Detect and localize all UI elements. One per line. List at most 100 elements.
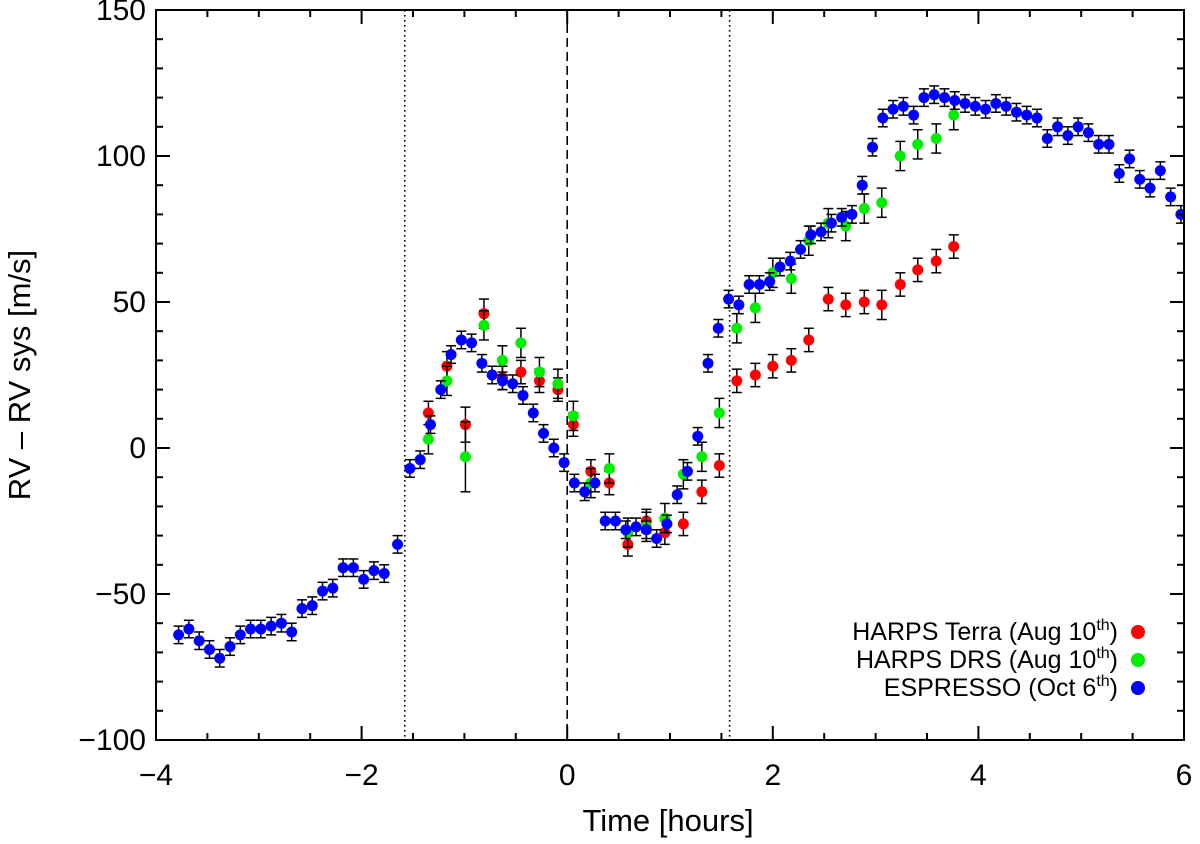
data-point (713, 460, 725, 472)
data-point (803, 334, 815, 346)
data-point (743, 278, 755, 290)
data-point (836, 211, 848, 223)
data-point (876, 197, 888, 209)
data-point (1093, 138, 1105, 150)
axis-ticks: −4 −2 0 2 4 6 −100 −50 0 50 100 150 (78, 0, 1192, 792)
data-point (696, 486, 708, 498)
data-point (234, 629, 246, 641)
x-tick-label: 6 (1176, 759, 1193, 792)
x-tick-label: 4 (970, 759, 987, 792)
data-point (753, 278, 765, 290)
data-point (822, 293, 834, 305)
data-point (785, 354, 797, 366)
data-point (928, 89, 940, 101)
data-point (1072, 121, 1084, 133)
data-point (255, 623, 267, 635)
x-tick-label: −4 (139, 759, 173, 792)
data-point (1144, 182, 1156, 194)
data-point (846, 208, 858, 220)
y-tick-label: 50 (113, 286, 146, 319)
data-point (948, 241, 960, 253)
data-point (392, 538, 404, 550)
data-point (358, 573, 370, 585)
data-point (858, 203, 870, 215)
data-point (317, 585, 329, 597)
data-point (424, 419, 436, 431)
data-point (876, 299, 888, 311)
data-point (894, 150, 906, 162)
data-point (712, 322, 724, 334)
data-point (286, 626, 298, 638)
data-point (1113, 168, 1125, 180)
data-point (517, 389, 529, 401)
data-point (1052, 121, 1064, 133)
data-point (507, 378, 519, 390)
data-point (785, 273, 797, 285)
data-point (959, 97, 971, 109)
legend: HARPS Terra (Aug 10th)HARPS DRS (Aug 10t… (852, 617, 1145, 702)
data-point (455, 334, 467, 346)
data-point (825, 217, 837, 229)
data-point (702, 357, 714, 369)
data-point (795, 243, 807, 255)
data-point (677, 518, 689, 530)
data-point (713, 407, 725, 419)
data-point (805, 229, 817, 241)
data-point (661, 518, 673, 530)
data-point (733, 299, 745, 311)
y-tick-label: −50 (95, 578, 146, 611)
data-point (214, 652, 226, 664)
data-point (459, 451, 471, 463)
data-point (527, 407, 539, 419)
data-point (681, 465, 693, 477)
data-point (930, 132, 942, 144)
data-point (422, 407, 434, 419)
data-point (749, 369, 761, 381)
data-point (692, 430, 704, 442)
y-tick-label: −100 (78, 724, 146, 757)
data-point (1082, 127, 1094, 139)
data-point (1165, 191, 1177, 203)
data-point (723, 293, 735, 305)
data-point (640, 524, 652, 536)
data-point (245, 623, 257, 635)
data-point (856, 179, 868, 191)
data-point (347, 562, 359, 574)
data-point (368, 565, 380, 577)
data-point (610, 515, 622, 527)
data-point (466, 337, 478, 349)
data-point (651, 533, 663, 545)
data-point (1134, 173, 1146, 185)
x-tick-label: 0 (559, 759, 576, 792)
data-point (496, 354, 508, 366)
data-point (938, 92, 950, 104)
legend-label: ESPRESSO (Oct 6th) (884, 673, 1118, 702)
data-point (173, 629, 185, 641)
data-point (696, 451, 708, 463)
data-point (183, 623, 195, 635)
series-1 (422, 234, 960, 557)
data-point (784, 255, 796, 267)
data-point (1010, 106, 1022, 118)
data-point (404, 462, 416, 474)
data-point (435, 384, 447, 396)
data-point (478, 319, 490, 331)
data-point (552, 378, 564, 390)
data-point (1124, 153, 1136, 165)
data-point (327, 582, 339, 594)
data-point (912, 264, 924, 276)
x-tick-label: −2 (344, 759, 378, 792)
data-point (731, 375, 743, 387)
data-point (630, 521, 642, 533)
y-tick-label: 0 (129, 432, 146, 465)
data-point (948, 109, 960, 121)
data-point (567, 410, 579, 422)
y-tick-label: 150 (96, 0, 146, 27)
data-point (296, 603, 308, 615)
data-point (877, 112, 889, 124)
y-axis-label: RV – RV sys [m/s] (2, 250, 37, 500)
data-point (533, 366, 545, 378)
data-point (840, 299, 852, 311)
data-point (515, 337, 527, 349)
